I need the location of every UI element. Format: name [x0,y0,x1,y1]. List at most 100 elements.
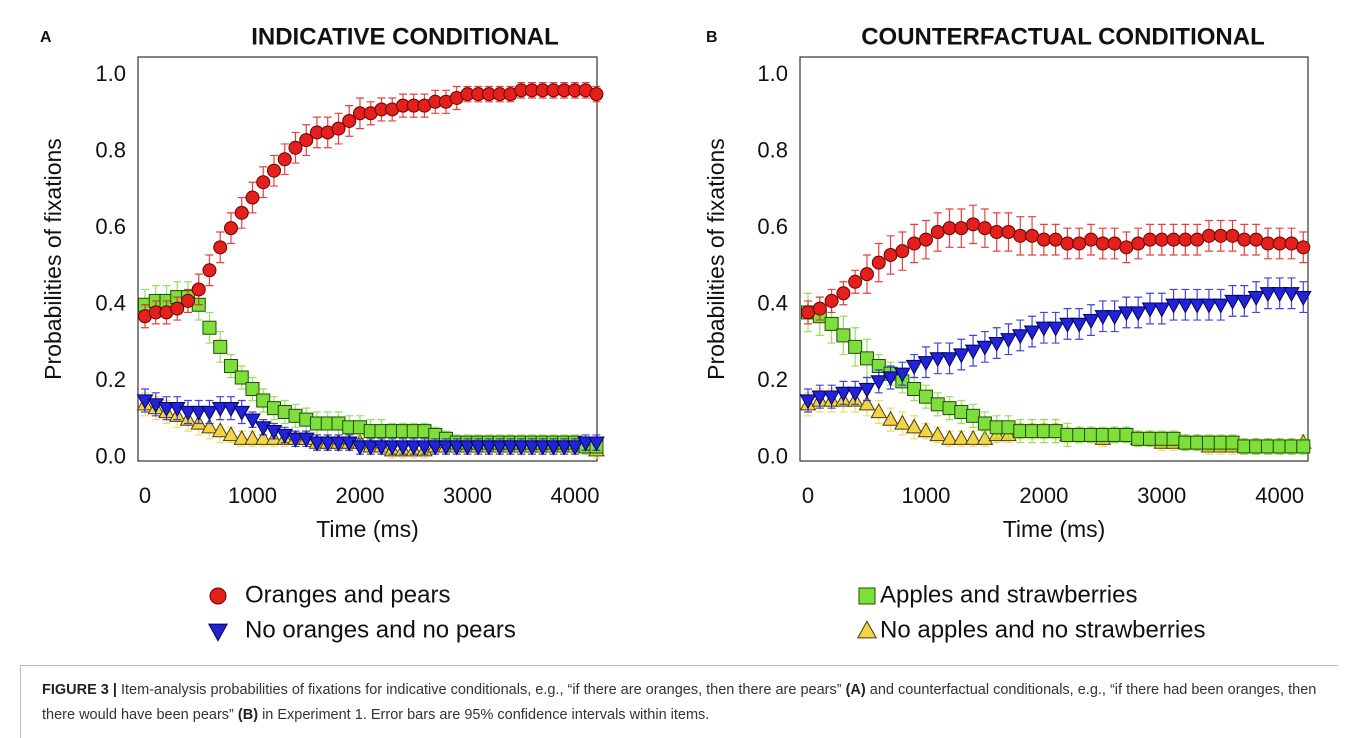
marker [1225,435,1240,450]
marker [1119,240,1134,255]
marker [545,440,562,456]
marker [254,429,272,445]
marker [158,402,175,418]
marker [870,375,888,391]
marker [1025,228,1040,243]
marker [233,405,251,421]
marker [213,240,228,255]
marker [1059,317,1076,333]
marker [1131,236,1146,251]
marker [383,440,401,456]
marker [966,408,981,423]
marker [1272,439,1287,454]
series [801,292,1311,455]
marker [1237,439,1252,454]
marker [277,152,292,167]
caption-text: in Experiment 1. Error bars are 95% conf… [262,707,710,723]
marker [917,356,935,372]
marker [1296,240,1311,255]
marker [1213,435,1228,450]
marker [1023,325,1041,341]
marker [170,301,185,316]
legend-label: No apples and no strawberries [880,616,1206,643]
marker [319,436,337,452]
marker [256,393,271,408]
marker [941,352,958,368]
marker [870,403,888,419]
caption-text: and counterfactual conditionals, e.g., “… [42,682,1317,723]
marker [1119,427,1134,442]
marker [1237,232,1252,247]
marker [1141,302,1159,318]
marker [1259,287,1277,303]
series [801,204,1311,325]
marker [859,351,874,366]
marker [907,236,922,251]
y-tick-label: 0.4 [95,291,126,316]
marker [566,440,584,456]
marker [1166,431,1181,446]
marker [858,587,876,605]
x-axis-label: Time (ms) [316,516,419,542]
panel-label: A [40,29,52,46]
marker [1249,232,1264,247]
marker [245,382,260,397]
marker [202,263,217,278]
figure: A INDICATIVE CONDITIONAL 0.0 0.2 0.4 0.6 0.8 1.… [40,23,1312,643]
marker [858,382,876,398]
marker [1235,294,1253,310]
x-axis-label: Time (ms) [1003,516,1106,542]
marker [1247,290,1265,306]
marker [405,440,423,456]
legend-label: No oranges and no pears [245,616,516,643]
marker [1072,236,1087,251]
marker [1271,287,1289,303]
marker [577,436,595,452]
marker [856,620,878,639]
marker [966,217,981,232]
marker [362,440,380,456]
marker [502,440,519,456]
marker [244,413,261,429]
marker [1084,232,1099,247]
marker [191,282,206,297]
marker [848,274,863,289]
marker [1011,329,1029,345]
marker [1107,236,1122,251]
marker [331,121,346,136]
marker [930,397,945,412]
marker [1260,236,1275,251]
marker [1072,427,1087,442]
marker [859,267,874,282]
marker [1013,424,1028,439]
marker [1013,228,1028,243]
marker [1201,435,1216,450]
marker [180,293,195,308]
marker [1296,439,1311,454]
marker [588,436,605,452]
marker [330,436,347,452]
marker [523,440,541,456]
marker [1178,232,1193,247]
marker [416,440,433,456]
marker [1212,298,1230,314]
marker [469,440,487,456]
marker [1036,232,1051,247]
marker [256,175,271,190]
marker [211,402,229,418]
x-tick-label: 4000 [1255,483,1304,508]
plot-frame [799,56,1309,462]
y-tick-label: 0.6 [95,214,126,239]
marker [211,422,229,438]
marker [1107,427,1122,442]
marker [989,420,1004,435]
series [799,277,1312,413]
y-tick-label: 0.8 [757,137,788,162]
y-tick-label: 0.0 [757,444,788,469]
marker [1190,232,1205,247]
marker [905,359,923,375]
marker [1131,431,1146,446]
marker [1036,424,1051,439]
marker [1106,310,1123,326]
